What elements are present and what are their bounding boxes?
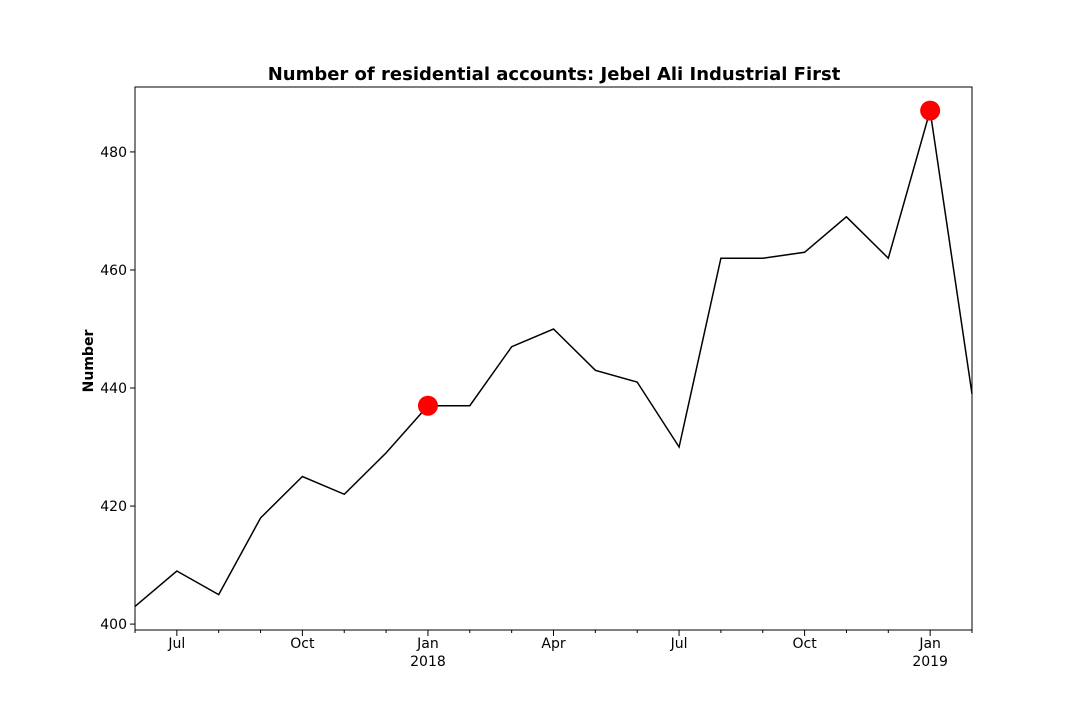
y-tick-label: 420 [100,499,127,515]
y-tick-label: 400 [100,617,127,633]
x-tick-year-label: 2018 [410,654,446,670]
y-tick-label: 440 [100,381,127,397]
y-axis-label: Number [81,330,97,393]
highlight-point [920,100,941,121]
series-group [134,100,973,607]
chart-title: Number of residential accounts: Jebel Al… [268,64,841,85]
series-line [134,110,973,607]
x-tick-label: Oct [290,636,315,652]
x-axis: Jul Oct Jan 2018 Apr Jul Oct Jan 2019 [134,630,973,670]
highlight-point [417,395,438,416]
x-tick-label: Apr [541,636,565,652]
x-tick-year-label: 2019 [912,654,948,670]
x-tick-label: Jan [918,636,941,652]
x-tick-label: Jul [167,636,185,652]
y-tick-label: 460 [100,263,127,279]
y-axis: 400 420 440 460 480 [100,145,135,633]
x-tick-label: Oct [792,636,817,652]
x-tick-label: Jul [670,636,688,652]
plot-area-frame [134,86,973,631]
x-tick-label: Jan [416,636,439,652]
y-tick-label: 480 [100,145,127,161]
